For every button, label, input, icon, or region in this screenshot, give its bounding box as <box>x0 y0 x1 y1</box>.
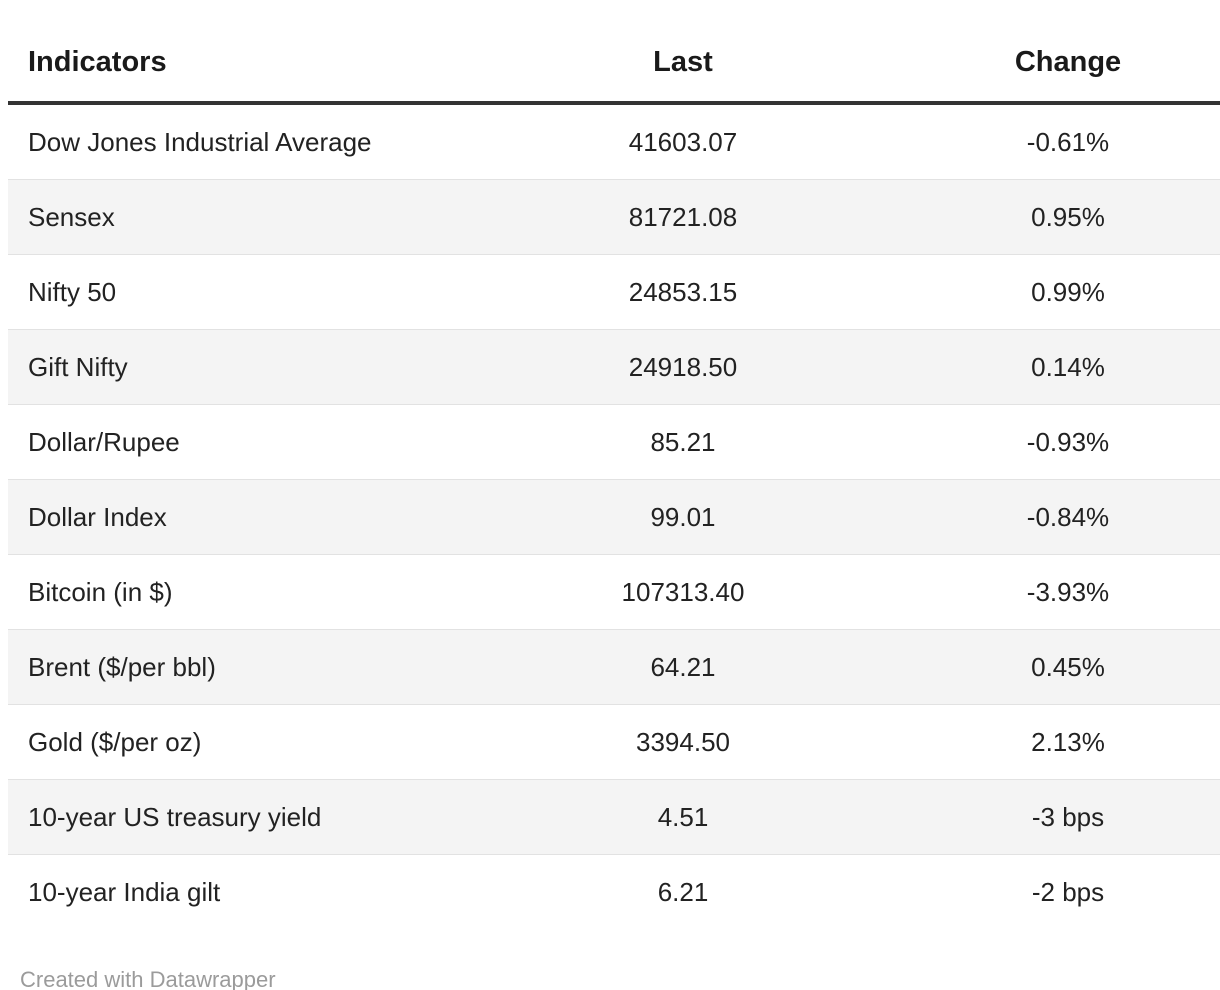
indicator-name-cell: Dollar/Rupee <box>8 404 458 480</box>
column-header-indicators: Indicators <box>8 30 458 105</box>
last-value-cell: 3394.50 <box>458 704 908 780</box>
change-value-cell: -0.61% <box>1026 126 1110 157</box>
datawrapper-attribution-link[interactable]: Created with Datawrapper <box>20 967 276 990</box>
table-row: Nifty 50 24853.15 0.99% <box>8 254 1220 330</box>
last-value-cell: 85.21 <box>458 404 908 480</box>
header-row: Indicators Last Change <box>8 30 1220 105</box>
indicator-name-cell: Brent ($/per bbl) <box>8 629 458 705</box>
indicator-name-cell: Sensex <box>8 179 458 255</box>
table-body: Dow Jones Industrial Average 41603.07 -0… <box>8 103 1220 929</box>
last-value-cell: 107313.40 <box>458 554 908 630</box>
footer: Created with Datawrapper <box>20 967 1208 990</box>
table-row: Bitcoin (in $) 107313.40 -3.93% <box>8 554 1220 630</box>
change-value-cell: -3 bps <box>908 779 1220 855</box>
table-row: Sensex 81721.08 0.95% <box>8 179 1220 255</box>
table-row: Dollar/Rupee 85.21 -0.93% <box>8 404 1220 480</box>
indicators-table: Indicators Last Change Dow Jones Industr… <box>8 30 1220 929</box>
indicator-name-cell: Dow Jones Industrial Average <box>28 126 372 157</box>
last-value-cell: 24918.50 <box>458 329 908 405</box>
change-value-cell: 0.14% <box>908 329 1220 405</box>
indicator-name-cell: Gift Nifty <box>8 329 458 405</box>
change-value-cell: -3.93% <box>908 554 1220 630</box>
indicator-name-cell: Bitcoin (in $) <box>8 554 458 630</box>
column-header-change: Change <box>908 30 1220 105</box>
last-value-cell: 99.01 <box>458 479 908 555</box>
indicator-name-cell: 10-year US treasury yield <box>8 779 458 855</box>
change-value-cell: -0.84% <box>908 479 1220 555</box>
change-value-cell: 0.99% <box>908 254 1220 330</box>
change-value-cell: 0.95% <box>908 179 1220 255</box>
table-header: Indicators Last Change <box>8 30 1220 105</box>
change-value-cell: -0.93% <box>908 404 1220 480</box>
column-header-last: Last <box>458 30 908 105</box>
indicator-name-cell: Nifty 50 <box>8 254 458 330</box>
table-row: Dow Jones Industrial Average 41603.07 -0… <box>8 103 1220 180</box>
table-row: 10-year India gilt 6.21 -2 bps <box>8 854 1220 929</box>
indicator-name-cell: Gold ($/per oz) <box>8 704 458 780</box>
table-row: 10-year US treasury yield 4.51 -3 bps <box>8 779 1220 855</box>
last-value-cell: 6.21 <box>458 854 908 929</box>
table-row: Dollar Index 99.01 -0.84% <box>8 479 1220 555</box>
last-value-cell: 24853.15 <box>458 254 908 330</box>
indicator-name-cell: Dollar Index <box>8 479 458 555</box>
last-value-cell: 64.21 <box>458 629 908 705</box>
last-value-cell: 81721.08 <box>458 179 908 255</box>
table-row: Brent ($/per bbl) 64.21 0.45% <box>8 629 1220 705</box>
change-value-cell: -2 bps <box>908 854 1220 929</box>
last-value-cell: 4.51 <box>458 779 908 855</box>
last-value-cell: 41603.07 <box>628 126 738 157</box>
indicator-name-cell: 10-year India gilt <box>8 854 458 929</box>
table-row: Gift Nifty 24918.50 0.14% <box>8 329 1220 405</box>
change-value-cell: 2.13% <box>908 704 1220 780</box>
change-value-cell: 0.45% <box>908 629 1220 705</box>
table-row: Gold ($/per oz) 3394.50 2.13% <box>8 704 1220 780</box>
